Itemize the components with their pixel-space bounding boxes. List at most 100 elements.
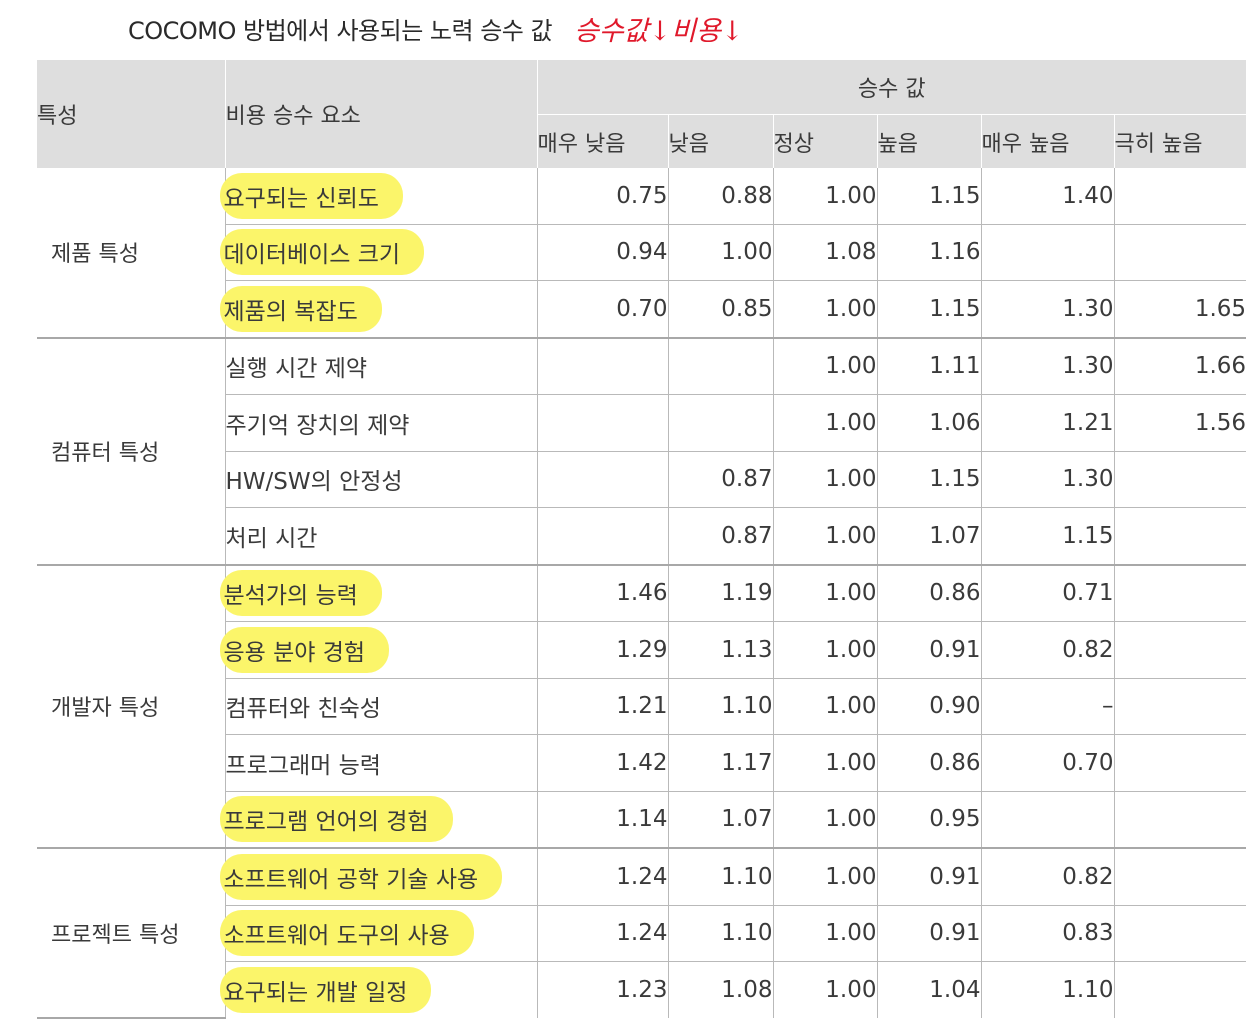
factor-cell: 실행 시간 제약 (224, 337, 537, 395)
value-cell: 1.07 (876, 507, 981, 566)
value-cell: 1.00 (772, 905, 877, 962)
value-cell: 0.87 (667, 451, 773, 508)
header-level: 매우 낮음 (536, 114, 668, 168)
value-cell (1113, 564, 1247, 622)
factor-cell: 요구되는 신뢰도 (219, 168, 537, 225)
table-row: 개발자 특성 분석가의 능력 1.46 1.19 1.00 0.86 0.71 (37, 564, 1247, 849)
value-cell (1113, 451, 1247, 508)
value-cell: 1.08 (772, 224, 877, 281)
value-cell: 1.24 (536, 848, 668, 906)
value-cell: 0.86 (876, 564, 981, 622)
value-cell (536, 451, 668, 508)
highlighted-factor-label: 제품의 복잡도 (219, 285, 382, 332)
table-row: 소프트웨어 도구의 사용 1.24 1.10 1.00 0.91 0.83 (37, 905, 1247, 962)
highlighted-factor-label: 요구되는 개발 일정 (219, 966, 432, 1013)
value-cell: 1.23 (536, 961, 668, 1018)
value-cell (1113, 224, 1247, 281)
value-cell: 0.94 (536, 224, 668, 281)
factor-label: 처리 시간 (225, 525, 318, 552)
value-cell: 1.46 (536, 564, 668, 622)
value-cell: 0.85 (667, 280, 773, 339)
factor-cell: 제품의 복잡도 (219, 280, 537, 339)
value-cell (1113, 961, 1247, 1018)
table-title: COCOMO 방법에서 사용되는 노력 승수 값 (128, 16, 553, 45)
table-row: 제품의 복잡도 0.70 0.85 1.00 1.15 1.30 1.65 (37, 280, 1247, 339)
value-cell: 1.10 (980, 961, 1114, 1018)
header-level: 매우 높음 (980, 114, 1114, 168)
value-cell: 1.29 (536, 621, 668, 679)
value-cell: 1.19 (667, 564, 773, 622)
value-cell (536, 337, 668, 395)
value-cell: 1.66 (1113, 337, 1247, 395)
value-cell: 1.00 (772, 848, 877, 906)
header-level: 높음 (876, 114, 981, 168)
value-cell: 0.91 (876, 848, 981, 906)
value-cell (1113, 905, 1247, 962)
factor-label: 컴퓨터와 친숙성 (225, 696, 381, 723)
value-cell (1113, 621, 1247, 679)
table-row: HW/SW의 안정성 0.87 1.00 1.15 1.30 (37, 451, 1247, 508)
table-row: 제품 특성 요구되는 신뢰도 0.75 0.88 1.00 1.15 1.40 (37, 168, 1247, 339)
value-cell: 1.15 (876, 168, 981, 225)
table-row: 처리 시간 0.87 1.00 1.07 1.15 (37, 507, 1247, 566)
value-cell: 0.82 (980, 621, 1114, 679)
factor-cell: 프로그램 언어의 경험 (219, 791, 537, 849)
factor-cell: 처리 시간 (224, 507, 537, 566)
value-cell: 1.42 (536, 734, 668, 792)
value-cell: 0.75 (536, 168, 668, 225)
value-cell (667, 337, 773, 395)
value-cell: 1.40 (980, 168, 1114, 225)
highlighted-factor-label: 소프트웨어 공학 기술 사용 (219, 853, 503, 900)
factor-cell: 소프트웨어 공학 기술 사용 (219, 848, 537, 906)
highlighted-factor-label: 응용 분야 경험 (219, 626, 390, 673)
value-cell: – (980, 678, 1114, 735)
value-cell: 1.15 (980, 507, 1114, 566)
value-cell: 1.10 (667, 848, 773, 906)
factor-label: HW/SW의 안정성 (225, 469, 403, 496)
value-cell: 1.00 (772, 961, 877, 1018)
value-cell: 1.00 (772, 791, 877, 849)
value-cell: 1.10 (667, 678, 773, 735)
value-cell: 1.30 (980, 280, 1114, 339)
header-level: 극히 높음 (1113, 114, 1247, 168)
factor-label: 프로그래머 능력 (225, 752, 381, 779)
header-characteristic: 특성 (37, 60, 225, 168)
value-cell: 0.71 (980, 564, 1114, 622)
value-cell: 0.88 (667, 168, 773, 225)
title-row: COCOMO 방법에서 사용되는 노력 승수 값 승수값↓비용↓ (128, 8, 744, 48)
value-cell: 1.00 (772, 621, 877, 679)
table-row: 주기억 장치의 제약 1.00 1.06 1.21 1.56 (37, 394, 1247, 452)
value-cell: 1.30 (980, 451, 1114, 508)
factor-cell: 응용 분야 경험 (219, 621, 537, 679)
handwritten-note: 승수값↓비용↓ (574, 15, 744, 47)
value-cell (1113, 168, 1247, 225)
header-level: 낮음 (667, 114, 773, 168)
highlighted-factor-label: 프로그램 언어의 경험 (219, 796, 453, 843)
value-cell: 1.15 (876, 451, 981, 508)
value-cell (667, 394, 773, 452)
value-cell: 1.15 (876, 280, 981, 339)
value-cell: 1.00 (772, 394, 877, 452)
value-cell (1113, 678, 1247, 735)
value-cell: 0.91 (876, 905, 981, 962)
value-cell: 1.24 (536, 905, 668, 962)
value-cell: 0.82 (980, 848, 1114, 906)
value-cell: 1.04 (876, 961, 981, 1018)
value-cell: 1.10 (667, 905, 773, 962)
highlighted-factor-label: 소프트웨어 도구의 사용 (219, 910, 474, 957)
value-cell: 1.00 (772, 451, 877, 508)
value-cell: 1.13 (667, 621, 773, 679)
table-row: 프로젝트 특성 소프트웨어 공학 기술 사용 1.24 1.10 1.00 0.91 0.8… (37, 848, 1247, 1019)
category-cell: 컴퓨터 특성 (37, 337, 225, 566)
factor-cell: 분석가의 능력 (219, 564, 537, 622)
category-cell: 제품 특성 (37, 168, 225, 339)
value-cell: 1.21 (536, 678, 668, 735)
value-cell: 0.90 (876, 678, 981, 735)
value-cell: 1.06 (876, 394, 981, 452)
header-multiplier: 승수 값 (536, 60, 1247, 115)
value-cell: 1.00 (772, 280, 877, 339)
factor-cell: 데이터베이스 크기 (219, 224, 537, 281)
value-cell: 1.00 (772, 678, 877, 735)
cocomo-table: 특성 비용 승수 요소 승수 값 매우 낮음 낮음 정상 높음 매우 높음 극히… (37, 60, 1247, 1019)
highlighted-factor-label: 분석가의 능력 (219, 570, 382, 617)
